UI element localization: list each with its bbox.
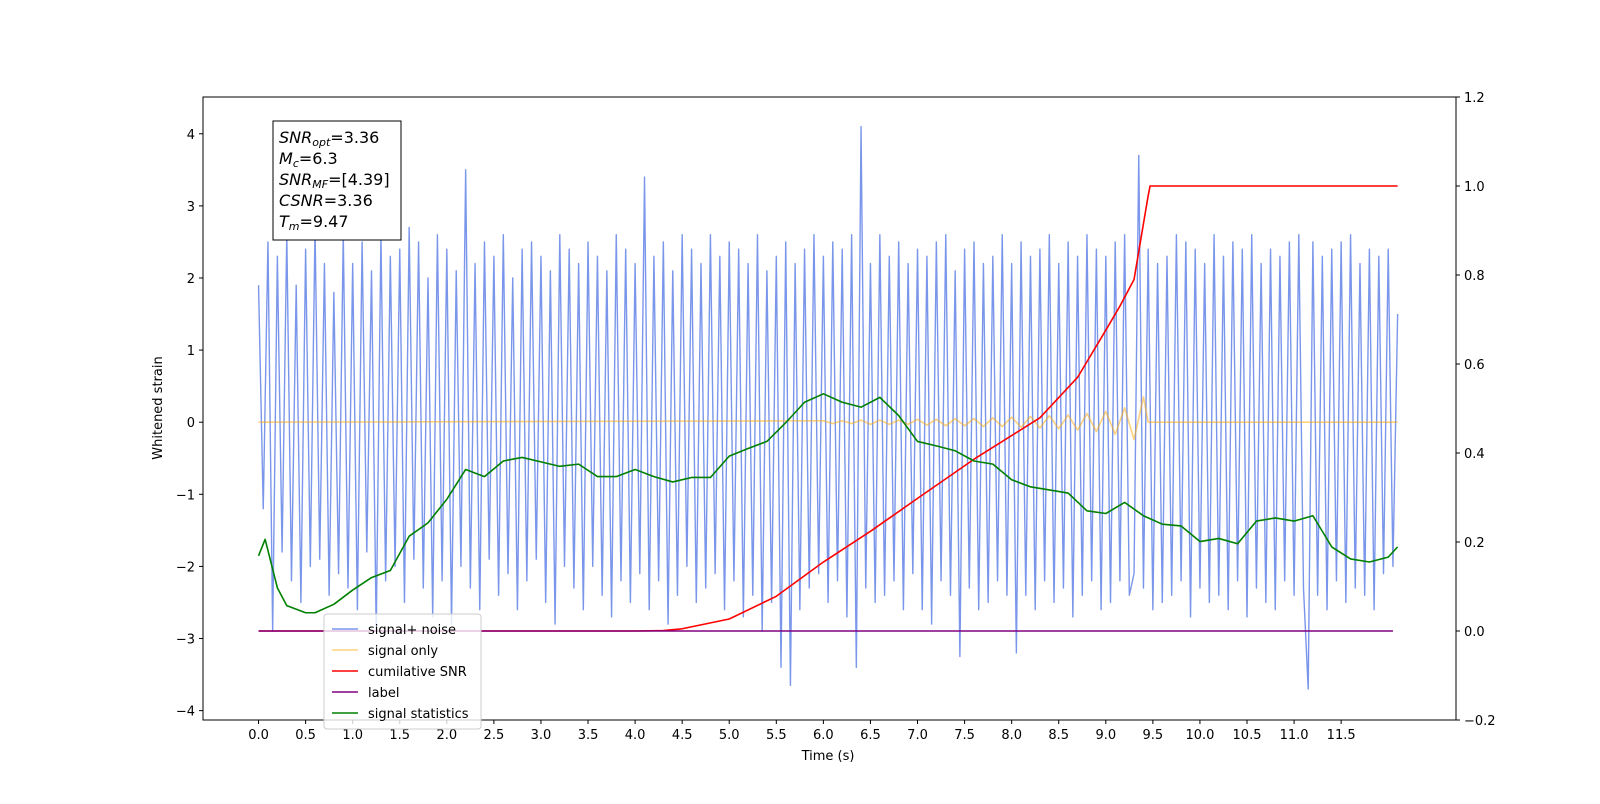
x-tick-label: 0.5: [295, 728, 316, 743]
text-box-line: SNRopt=3.36: [279, 128, 379, 149]
y-tick-label: −2: [176, 560, 195, 575]
x-tick-label: 10.5: [1233, 728, 1262, 743]
y-tick-label: −3: [176, 633, 195, 648]
legend-label: signal only: [368, 644, 438, 659]
y2-tick-label: 0.4: [1464, 447, 1485, 462]
series-line: [257, 125, 1399, 690]
x-axis-label: Time (s): [801, 749, 855, 764]
text-box-line: Tm=9.47: [279, 212, 349, 233]
y-tick-label: 4: [187, 128, 195, 143]
y2-tick-label: 0.0: [1464, 625, 1485, 640]
y2-tick-label: 0.2: [1464, 536, 1485, 551]
y-tick-label: 3: [187, 200, 195, 215]
y-tick-label: −4: [176, 705, 195, 720]
y2-tick-label: −0.2: [1464, 714, 1496, 729]
x-tick-label: 6.0: [813, 728, 834, 743]
x-tick-label: 6.5: [860, 728, 881, 743]
y-axis-label: Whitened strain: [151, 356, 166, 459]
y2-tick-label: 0.8: [1464, 269, 1485, 284]
y-tick-label: −1: [176, 488, 195, 503]
math-value: =9.47: [300, 212, 349, 231]
x-tick-label: 9.0: [1095, 728, 1116, 743]
x-tick-label: 8.5: [1048, 728, 1069, 743]
math-subscript: m: [289, 220, 300, 233]
y-tick-label: 2: [187, 272, 195, 287]
series-line: [258, 185, 1398, 632]
x-tick-label: 11.5: [1327, 728, 1356, 743]
text-box-line: Mc=6.3: [279, 149, 338, 170]
x-tick-label: 4.5: [672, 728, 693, 743]
math-symbol: M: [279, 149, 293, 168]
x-tick-label: 2.5: [484, 728, 505, 743]
math-symbol: CSNR: [279, 191, 324, 210]
y-tick-label: 0: [187, 416, 195, 431]
math-value: =3.36: [324, 191, 373, 210]
math-value: =6.3: [299, 149, 338, 168]
axes-frame: [202, 96, 1457, 721]
x-tick-label: 7.0: [907, 728, 928, 743]
y2-tick-label: 0.6: [1464, 358, 1485, 373]
x-tick-label: 3.5: [578, 728, 599, 743]
x-tick-label: 2.0: [436, 728, 457, 743]
series-line: [257, 393, 1399, 614]
math-symbol: T: [279, 212, 290, 231]
legend-label: signal+ noise: [368, 623, 456, 638]
math-subscript: c: [293, 157, 299, 170]
legend-label: label: [368, 686, 399, 701]
math-symbol: SNR: [279, 170, 312, 189]
math-subscript: MF: [312, 178, 328, 191]
y-tick-label: 1: [187, 344, 195, 359]
y2-tick-label: 1.0: [1464, 180, 1485, 195]
series-line: [258, 396, 1398, 441]
x-tick-label: 4.0: [625, 728, 646, 743]
x-tick-label: 7.5: [954, 728, 975, 743]
text-box-line: SNRMF=[4.39]: [279, 170, 390, 191]
x-tick-label: 0.0: [248, 728, 269, 743]
x-tick-label: 5.0: [719, 728, 740, 743]
legend-box: [323, 613, 482, 730]
math-subscript: opt: [312, 136, 331, 149]
legend-label: signal statistics: [368, 707, 469, 722]
text-box: [272, 120, 402, 241]
x-tick-label: 11.0: [1280, 728, 1309, 743]
math-value: =3.36: [330, 128, 379, 147]
x-tick-label: 5.5: [766, 728, 787, 743]
math-symbol: SNR: [279, 128, 312, 147]
text-box-line: CSNR=3.36: [279, 191, 373, 210]
y2-tick-label: 1.2: [1464, 91, 1485, 106]
x-tick-label: 10.0: [1185, 728, 1214, 743]
x-tick-label: 8.0: [1001, 728, 1022, 743]
x-tick-label: 1.5: [389, 728, 410, 743]
x-tick-label: 1.0: [342, 728, 363, 743]
math-value: =[4.39]: [328, 170, 390, 189]
x-tick-label: 9.5: [1143, 728, 1164, 743]
legend-label: cumilative SNR: [368, 665, 467, 680]
x-tick-label: 3.0: [531, 728, 552, 743]
